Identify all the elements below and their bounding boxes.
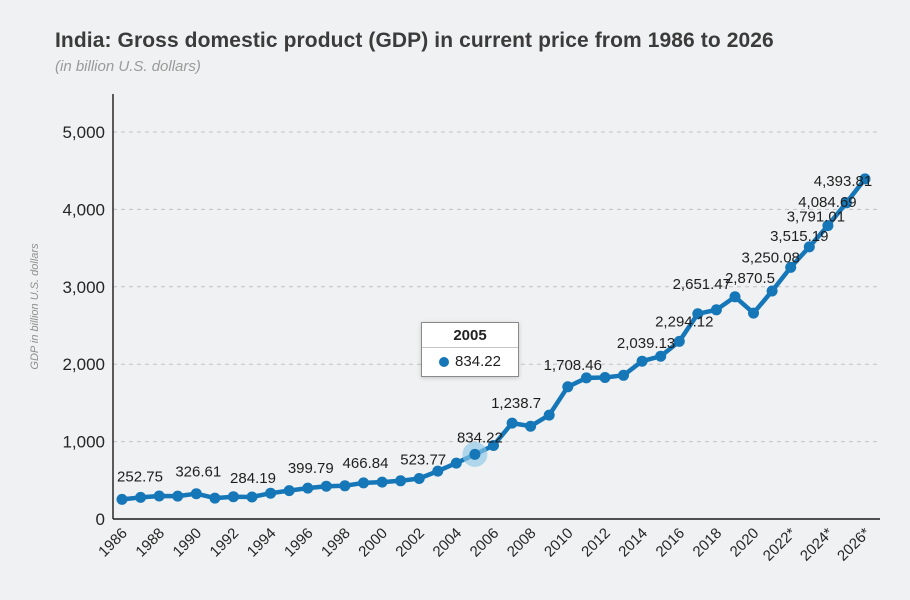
data-point-1994[interactable]: [265, 487, 277, 499]
data-point-2005[interactable]: [469, 448, 481, 460]
data-point-2001[interactable]: [395, 475, 407, 487]
data-point-label: 2,651.47: [673, 276, 731, 293]
data-point-label: 523.77: [400, 452, 446, 469]
data-point-2002[interactable]: [413, 473, 425, 484]
data-point-2019[interactable]: [729, 291, 741, 303]
x-tick-label: 1990: [170, 525, 206, 561]
data-point-label: 2,294.12: [655, 313, 713, 330]
data-point-label: 466.84: [343, 455, 389, 472]
data-point-1987[interactable]: [135, 491, 147, 503]
data-point-2006[interactable]: [488, 440, 499, 451]
x-tick-label: 2020: [727, 525, 763, 561]
data-point-label: 284.19: [230, 470, 276, 487]
data-point-label: 252.75: [117, 468, 163, 485]
y-tick-label: 4,000: [62, 200, 105, 219]
data-point-2011[interactable]: [580, 372, 592, 384]
x-tick-label: 1988: [132, 525, 168, 561]
data-point-label: 834.22: [457, 429, 503, 446]
data-point-label: 3,791.01: [787, 209, 845, 226]
data-point-1986[interactable]: [116, 493, 128, 505]
data-point-label: 1,708.46: [544, 357, 602, 374]
x-tick-label: 2006: [467, 525, 503, 561]
x-tick-label: 2004: [430, 525, 466, 561]
data-point-2017[interactable]: [692, 308, 704, 320]
data-point-2013[interactable]: [618, 369, 629, 381]
data-point-1996[interactable]: [302, 482, 314, 494]
data-point-2003[interactable]: [432, 465, 444, 477]
x-tick-label: 2000: [355, 525, 391, 561]
data-point-2014[interactable]: [636, 355, 648, 367]
data-point-1989[interactable]: [172, 490, 184, 502]
data-point-label: 2,870.5: [725, 270, 775, 287]
x-tick-label: 2018: [690, 525, 726, 561]
series-dot-icon: [439, 356, 450, 367]
data-point-2012[interactable]: [599, 372, 611, 383]
data-point-2023[interactable]: [803, 241, 815, 253]
data-point-label: 4,084.69: [798, 194, 856, 211]
y-axis-title: GDP in billion U.S. dollars: [29, 243, 41, 370]
x-tick-label: 2014: [615, 525, 651, 561]
data-point-label: 4,393.81: [814, 173, 872, 190]
data-point-2025[interactable]: [840, 197, 852, 209]
x-tick-label: 1996: [281, 525, 317, 561]
y-tick-label: 2,000: [62, 355, 105, 374]
data-point-2020[interactable]: [748, 307, 759, 319]
y-tick-label: 5,000: [62, 123, 105, 142]
tooltip-2005: 2005 834.22: [421, 322, 519, 377]
y-tick-label: 0: [96, 510, 105, 529]
chart-subtitle: (in billion U.S. dollars): [55, 58, 201, 75]
data-point-2024[interactable]: [822, 220, 834, 232]
x-tick-label: 2022*: [760, 525, 800, 565]
data-point-1988[interactable]: [153, 490, 165, 502]
x-tick-label: 2008: [504, 525, 540, 561]
data-point-2010[interactable]: [562, 381, 574, 393]
data-point-2026[interactable]: [859, 173, 871, 185]
y-tick-label: 1,000: [62, 433, 105, 452]
data-point-2022[interactable]: [785, 261, 797, 273]
data-point-2021[interactable]: [766, 285, 778, 297]
data-point-2018[interactable]: [710, 304, 722, 316]
data-point-label: 326.61: [175, 464, 221, 481]
data-point-1999[interactable]: [358, 477, 369, 489]
data-point-label: 3,250.08: [742, 249, 800, 266]
x-tick-label: 1998: [318, 525, 354, 561]
x-tick-label: 2002: [392, 525, 428, 561]
data-point-label: 2,039.13: [617, 335, 675, 352]
x-tick-label: 2016: [653, 525, 689, 561]
data-point-2008[interactable]: [525, 420, 537, 432]
x-tick-label: 2010: [541, 525, 577, 561]
tooltip-year: 2005: [422, 323, 518, 348]
data-point-1995[interactable]: [283, 485, 295, 497]
data-point-2015[interactable]: [655, 350, 667, 362]
tooltip-value: 834.22: [455, 353, 501, 370]
data-point-2000[interactable]: [376, 476, 388, 488]
y-tick-label: 3,000: [62, 278, 105, 297]
chart-title: India: Gross domestic product (GDP) in c…: [55, 29, 774, 52]
data-point-label: 399.79: [288, 460, 334, 477]
data-point-label: 3,515.19: [770, 228, 828, 245]
data-point-1998[interactable]: [339, 480, 351, 492]
data-point-1993[interactable]: [246, 491, 258, 503]
data-point-2016[interactable]: [673, 335, 685, 347]
data-point-1991[interactable]: [209, 492, 221, 504]
x-tick-label: 1992: [207, 525, 243, 561]
tooltip-value-row: 834.22: [422, 348, 518, 376]
data-point-1992[interactable]: [227, 491, 239, 503]
x-tick-label: 2012: [578, 525, 614, 561]
data-point-2004[interactable]: [450, 457, 462, 469]
data-point-1997[interactable]: [320, 480, 332, 492]
x-tick-label: 2026*: [834, 525, 874, 565]
x-tick-label: 1986: [95, 525, 131, 561]
data-point-label: 1,238.7: [491, 395, 541, 412]
x-tick-label: 2024*: [797, 525, 837, 565]
data-point-2009[interactable]: [543, 409, 555, 421]
data-point-1990[interactable]: [190, 488, 202, 500]
x-tick-label: 1994: [244, 525, 280, 561]
data-point-2007[interactable]: [506, 417, 518, 429]
